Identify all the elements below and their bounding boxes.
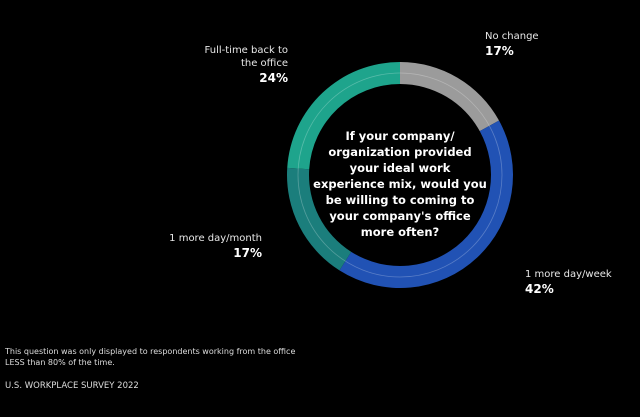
chart-title: If your company/ organization provided y… <box>313 129 487 239</box>
slice-label: 1 more day/month 17% <box>160 232 262 260</box>
value-label: 17% <box>485 44 514 58</box>
slice-label: Full-time back to the office 24% <box>188 44 288 85</box>
value-label: 42% <box>525 282 554 296</box>
value-label: 24% <box>259 71 288 85</box>
category-label: Full-time back to the office <box>204 45 288 69</box>
donut-segment <box>287 62 400 170</box>
source: U.S. WORKPLACE SURVEY 2022 <box>5 381 139 391</box>
donut-segment <box>400 62 500 132</box>
category-label: No change <box>485 31 539 42</box>
donut-segment <box>339 120 513 289</box>
value-label: 17% <box>233 246 262 260</box>
category-label: 1 more day/week <box>525 269 612 280</box>
ring-outline <box>297 72 503 278</box>
category-label: 1 more day/month <box>169 233 262 244</box>
slice-label: No change 17% <box>485 30 575 58</box>
slice-label: 1 more day/week 42% <box>525 268 635 296</box>
donut-segment <box>287 167 352 271</box>
footnote: This question was only displayed to resp… <box>5 347 296 367</box>
